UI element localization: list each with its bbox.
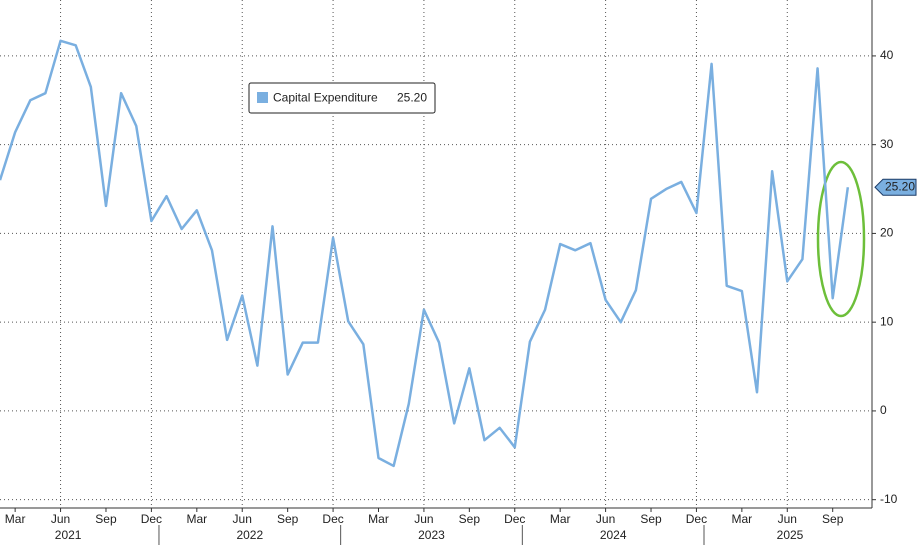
x-tick-label: Mar: [368, 512, 389, 526]
year-label: 2022: [236, 528, 263, 542]
x-tick-label: Sep: [95, 512, 117, 526]
legend-swatch: [257, 92, 268, 103]
legend: Capital Expenditure 25.20: [248, 82, 436, 114]
y-tick-label: 30: [880, 137, 894, 151]
last-value-label: 25.20: [885, 179, 915, 193]
legend-value: 25.20: [397, 91, 427, 105]
x-tick-label: Mar: [186, 512, 207, 526]
x-tick-label: Sep: [822, 512, 844, 526]
x-tick-label: Dec: [504, 512, 525, 526]
year-label: 2021: [55, 528, 82, 542]
x-tick-label: Sep: [277, 512, 299, 526]
x-tick-label: Dec: [322, 512, 343, 526]
year-label: 2024: [600, 528, 627, 542]
year-label: 2025: [777, 528, 804, 542]
y-tick-label: 10: [880, 314, 894, 328]
x-tick-label: Jun: [778, 512, 797, 526]
y-tick-label: 20: [880, 226, 894, 240]
x-tick-label: Jun: [51, 512, 70, 526]
highlight-ellipse: [816, 160, 866, 318]
x-tick-label: Dec: [141, 512, 162, 526]
y-tick-label: 0: [880, 403, 887, 417]
x-tick-label: Sep: [459, 512, 481, 526]
x-tick-label: Jun: [233, 512, 252, 526]
y-tick-label: 40: [880, 48, 894, 62]
last-value-tag: [874, 178, 917, 196]
x-tick-label: Sep: [640, 512, 662, 526]
legend-label: Capital Expenditure: [273, 91, 378, 105]
series-line: [0, 39, 850, 468]
x-tick-label: Mar: [550, 512, 571, 526]
x-tick-label: Jun: [596, 512, 615, 526]
y-tick-label: -10: [880, 492, 898, 506]
x-tick-label: Mar: [5, 512, 26, 526]
x-tick-label: Dec: [686, 512, 707, 526]
x-tick-label: Mar: [732, 512, 753, 526]
legend-box: [248, 82, 436, 114]
x-tick-label: Jun: [414, 512, 433, 526]
year-label: 2023: [418, 528, 445, 542]
